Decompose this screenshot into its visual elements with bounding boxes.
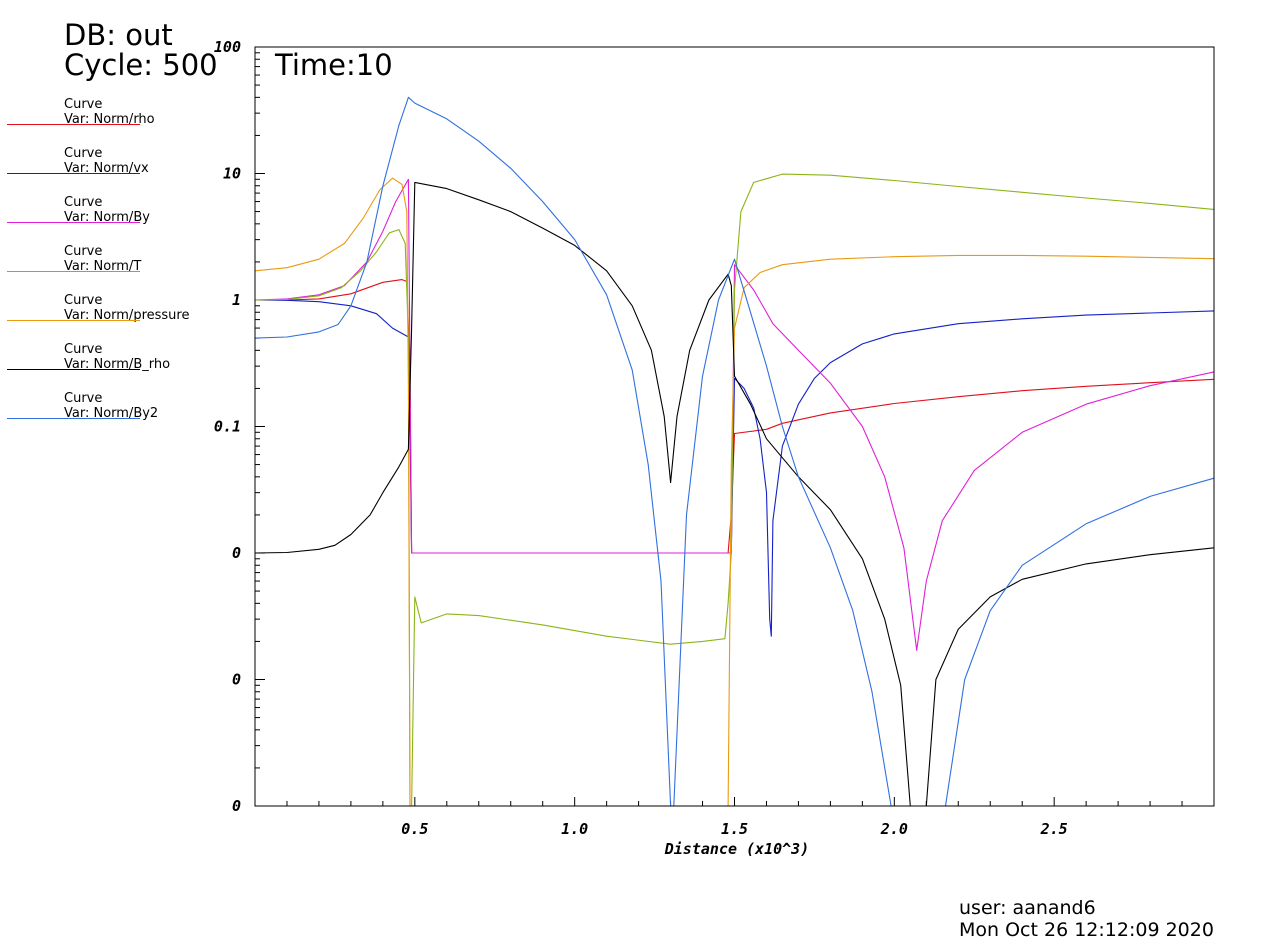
y-tick-label: 0	[232, 797, 241, 815]
legend-curve-title: Curve	[64, 195, 103, 210]
timestamp-label: Mon Oct 26 12:12:09 2020	[959, 919, 1214, 941]
legend-swatch	[7, 369, 140, 370]
legend-curve-title: Curve	[64, 391, 103, 406]
legend-var-name: Var: Norm/By2	[64, 406, 159, 421]
legend-swatch	[7, 320, 140, 321]
legend-swatch	[7, 124, 140, 125]
legend-swatch	[7, 222, 140, 223]
series-layer	[254, 96, 1215, 807]
legend-curve-title: Curve	[64, 293, 103, 308]
legend-var-name: Var: Norm/vx	[64, 161, 149, 176]
legend-item-b-rho: Curve Var: Norm/B_rho	[7, 341, 207, 390]
legend-swatch	[7, 271, 140, 272]
legend-var-name: Var: Norm/T	[64, 259, 142, 274]
series-line-by2	[254, 96, 1215, 807]
x-tick-label: 2.0	[880, 820, 908, 838]
legend-item-pressure: Curve Var: Norm/pressure	[7, 292, 207, 341]
legend-var-name: Var: Norm/pressure	[64, 308, 190, 323]
legend-swatch	[7, 418, 140, 419]
legend-curve-title: Curve	[64, 97, 103, 112]
x-tick-label: 2.5	[1040, 820, 1068, 838]
legend: Curve Var: Norm/rho Curve Var: Norm/vx C…	[7, 96, 207, 439]
series-line-t	[254, 173, 1215, 807]
series-line-vx	[254, 299, 1215, 637]
legend-var-name: Var: Norm/B_rho	[64, 357, 171, 372]
y-axis-ticks: 100 10 1 0.1 0 0 0	[214, 38, 265, 815]
legend-item-t: Curve Var: Norm/T	[7, 243, 207, 292]
legend-item-vx: Curve Var: Norm/vx	[7, 145, 207, 194]
y-tick-label: 0.1	[214, 418, 241, 436]
y-tick-label: 1	[232, 291, 241, 309]
time-label: Time:10	[275, 48, 393, 82]
y-tick-label: 0	[232, 544, 241, 562]
y-tick-label: 100	[214, 38, 241, 56]
legend-item-rho: Curve Var: Norm/rho	[7, 96, 207, 145]
series-line-by	[254, 178, 1215, 651]
legend-curve-title: Curve	[64, 146, 103, 161]
x-tick-label: 1.5	[721, 820, 748, 838]
legend-swatch	[7, 173, 140, 174]
y-tick-label: 0	[232, 671, 241, 689]
plot-frame	[254, 46, 1215, 807]
legend-item-by: Curve Var: Norm/By	[7, 194, 207, 243]
database-label: DB: out	[64, 18, 173, 52]
user-label: user: aanand6	[959, 897, 1096, 919]
legend-curve-title: Curve	[64, 342, 103, 357]
x-tick-label: 0.5	[401, 820, 428, 838]
cycle-label: Cycle: 500	[64, 48, 218, 82]
legend-var-name: Var: Norm/rho	[64, 112, 155, 127]
x-tick-label: 1.0	[561, 820, 588, 838]
legend-curve-title: Curve	[64, 244, 103, 259]
legend-var-name: Var: Norm/By	[64, 210, 150, 225]
legend-item-by2: Curve Var: Norm/By2	[7, 390, 207, 439]
x-axis-label: Distance (x10^3)	[664, 840, 810, 858]
y-tick-label: 10	[223, 165, 241, 183]
x-axis-ticks: 0.5 1.0 1.5 2.0 2.5	[401, 820, 1067, 838]
minor-ticks	[255, 52, 1183, 806]
